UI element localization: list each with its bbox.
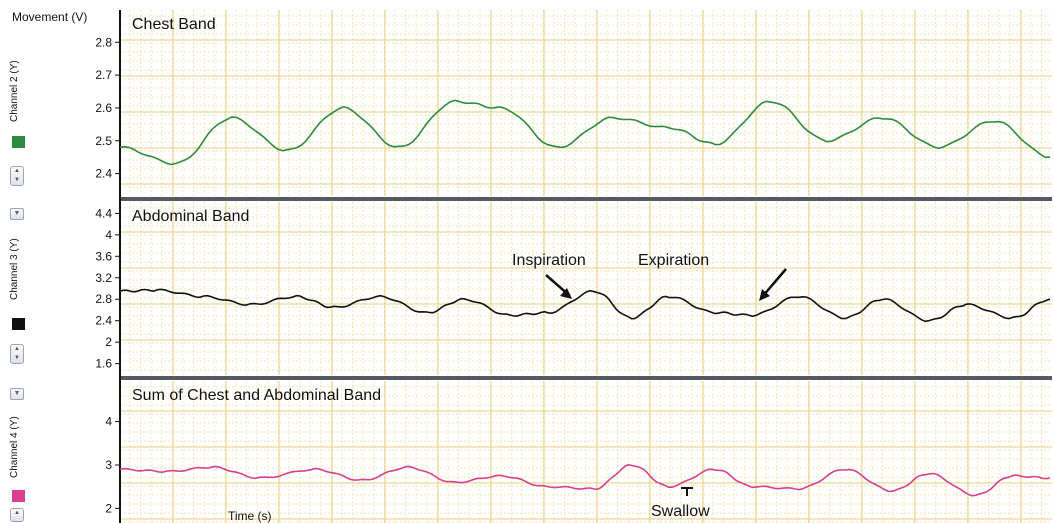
panel-2-ytick-label: 4.4 — [95, 206, 112, 220]
expiration-arrow — [761, 268, 787, 298]
panel-1-grid — [120, 10, 1052, 196]
panel-2-grid — [120, 202, 1052, 375]
panel-2-dropdown-button[interactable]: ▼ — [10, 208, 24, 220]
annotation-expiration: Expiration — [638, 252, 709, 269]
panel-2-title: Abdominal Band — [132, 208, 249, 225]
panel-3-dropdown-button[interactable]: ▼ — [10, 388, 24, 400]
panel-3-grid — [120, 381, 1052, 523]
panel-2-ytick-label: 2.8 — [95, 292, 112, 306]
annotation-swallow: Swallow — [651, 503, 710, 520]
panel-3-series-line — [119, 463, 1051, 497]
panel-1-series-line — [119, 99, 1051, 166]
panel-separator — [120, 376, 1052, 380]
panel-2-ytick-label: 3.2 — [95, 271, 112, 285]
panel-1-ytick-label: 2.5 — [95, 134, 112, 148]
panel-1-ytick-label: 2.7 — [95, 68, 112, 82]
annotation-inspiration: Inspiration — [512, 252, 586, 269]
panel-1-scroll-spinner[interactable]: ▲ ▼ — [10, 166, 24, 186]
channel-4-color-swatch[interactable] — [12, 490, 25, 502]
x-axis-label: Time (s) — [228, 509, 272, 523]
panel-separator — [120, 197, 1052, 201]
panel-1-title: Chest Band — [132, 16, 216, 33]
panel-2-ytick-label: 4 — [105, 228, 112, 242]
panel-2-ytick-label: 2.4 — [95, 314, 112, 328]
panel-2-ytick-label: 1.6 — [95, 357, 112, 371]
inspiration-arrowhead — [560, 288, 572, 299]
panel-3-ytick-label: 4 — [105, 415, 112, 429]
panel-2-ytick-label: 2 — [105, 335, 112, 349]
panel-1-ytick-label: 2.8 — [95, 35, 112, 49]
panel-2-scroll-spinner[interactable]: ▲ ▼ — [10, 344, 24, 364]
panel-3-scroll-spinner[interactable]: ▲ — [10, 508, 24, 522]
panel-3-ytick-label: 2 — [105, 501, 112, 515]
top-axis-title: Movement (V) — [12, 10, 88, 24]
panel-2-ytick-label: 3.6 — [95, 249, 112, 263]
channel-3-color-swatch[interactable] — [12, 318, 25, 330]
panel-1-ytick-label: 2.4 — [95, 167, 112, 181]
panel-2-series-line — [119, 288, 1051, 323]
panel-3-title: Sum of Chest and Abdominal Band — [132, 387, 381, 404]
channel-2-color-swatch[interactable] — [12, 136, 25, 148]
panel-3-ytick-label: 3 — [105, 458, 112, 472]
panel-1-ytick-label: 2.6 — [95, 101, 112, 115]
expiration-arrowhead — [759, 289, 770, 301]
